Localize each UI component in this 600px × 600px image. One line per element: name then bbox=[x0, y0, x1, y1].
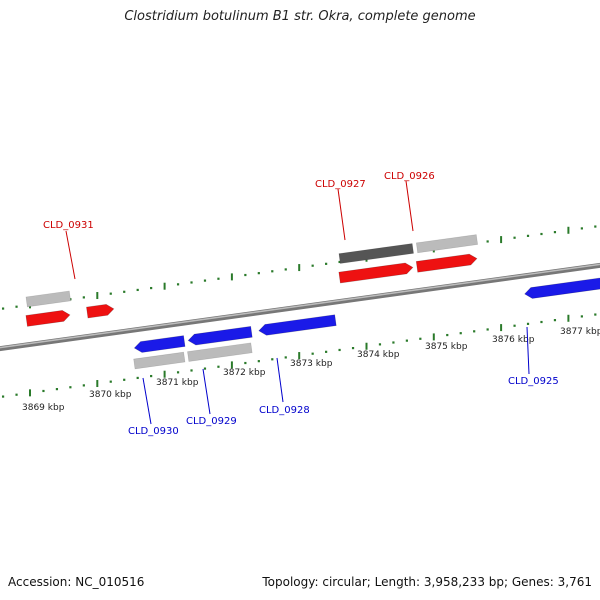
scale-label-3876: 3876 kbp bbox=[492, 335, 535, 345]
gene-label-CLD_0931: CLD_0931 bbox=[43, 220, 94, 231]
gene-layer bbox=[25, 253, 600, 353]
leader-CLD_0925 bbox=[526, 326, 530, 375]
genome-backbone-highlight bbox=[0, 263, 600, 349]
gene-label-CLD_0929: CLD_0929 bbox=[186, 416, 237, 427]
gene-label-CLD_0925: CLD_0925 bbox=[508, 376, 559, 387]
reverse-tick-track bbox=[1, 313, 597, 398]
gene-label-CLD_0926: CLD_0926 bbox=[384, 171, 435, 182]
gene-label-CLD_0928: CLD_0928 bbox=[259, 405, 310, 416]
scale-label-3872: 3872 kbp bbox=[223, 368, 266, 378]
scale-label-3873: 3873 kbp bbox=[290, 359, 333, 369]
leader-CLD_0931 bbox=[65, 230, 76, 280]
scale-label-3877: 3877 kbp bbox=[560, 327, 600, 337]
accession-label: Accession: NC_010516 bbox=[8, 575, 145, 589]
feature-bar-CLD_0931 bbox=[25, 290, 71, 308]
scale-label-3875: 3875 kbp bbox=[425, 342, 468, 352]
map-title: Clostridium botulinum B1 str. Okra, comp… bbox=[124, 9, 476, 24]
gene-arrow-CLD_0931b bbox=[86, 304, 115, 319]
genome-summary: Topology: circular; Length: 3,958,233 bp… bbox=[262, 575, 592, 589]
gene-arrow-CLD_0931 bbox=[25, 310, 71, 327]
leader-CLD_0929 bbox=[202, 368, 211, 415]
gene-label-CLD_0930: CLD_0930 bbox=[128, 426, 179, 437]
feature-layer bbox=[25, 234, 478, 370]
scale-label-3871: 3871 kbp bbox=[156, 378, 199, 388]
genome-backbone bbox=[0, 262, 600, 352]
scale-label-3870: 3870 kbp bbox=[89, 390, 132, 400]
scale-label-3874: 3874 kbp bbox=[357, 350, 400, 360]
gene-arrow-CLD_0929 bbox=[187, 325, 253, 346]
leader-CLD_0926 bbox=[405, 180, 414, 232]
scale-label-3869: 3869 kbp bbox=[22, 403, 65, 413]
gene-arrow-CLD_0926 bbox=[415, 253, 478, 273]
leader-CLD_0927 bbox=[337, 188, 346, 241]
scale-labels: 3869 kbp 3870 kbp 3871 kbp 3872 kbp 3873… bbox=[22, 327, 600, 413]
gene-arrow-CLD_0927 bbox=[338, 262, 414, 284]
feature-bar-CLD_0927 bbox=[338, 243, 414, 264]
gene-arrow-CLD_0928 bbox=[258, 314, 337, 336]
forward-tick-track bbox=[1, 225, 597, 310]
gene-arrow-CLD_0925 bbox=[524, 271, 600, 299]
leader-CLD_0930 bbox=[142, 377, 152, 425]
feature-bar-CLD_0926 bbox=[415, 234, 478, 254]
feature-bar-CLD_0929 bbox=[187, 342, 253, 362]
leader-CLD_0928 bbox=[276, 357, 284, 403]
gene-arrow-CLD_0930 bbox=[133, 335, 186, 353]
gene-label-CLD_0927: CLD_0927 bbox=[315, 179, 366, 190]
feature-bar-CLD_0930 bbox=[133, 351, 186, 370]
gene-labels: CLD_0931 CLD_0927 CLD_0926 CLD_0930 CLD_… bbox=[43, 171, 559, 437]
